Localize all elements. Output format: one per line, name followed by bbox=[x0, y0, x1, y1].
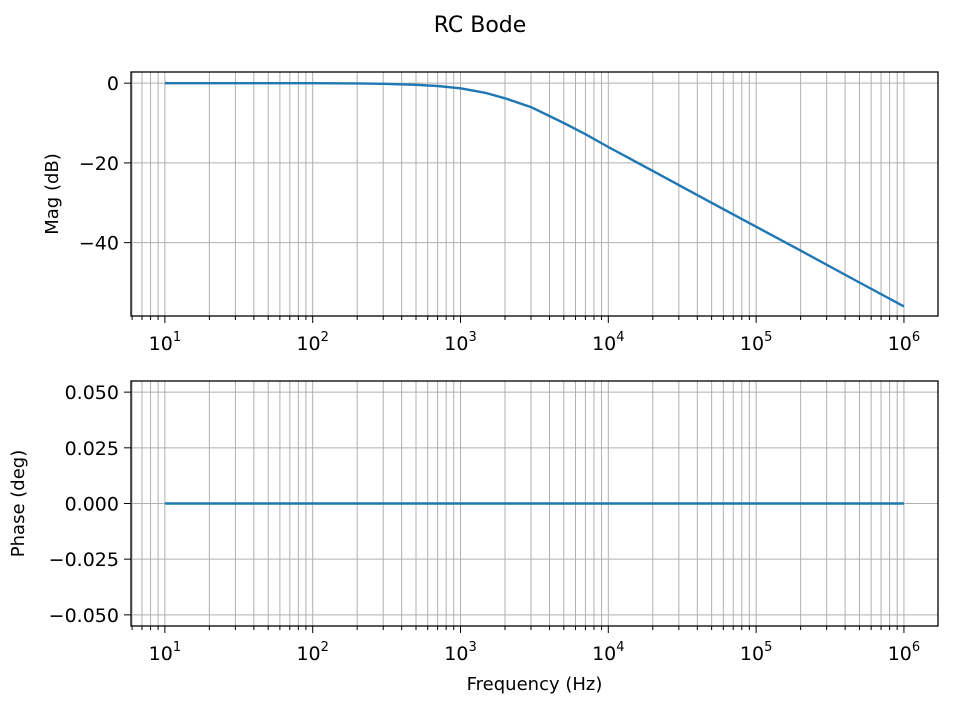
phase-y-axis-label: Phase (deg) bbox=[8, 450, 29, 557]
phase-x-tick-label: 106 bbox=[888, 640, 920, 665]
phase-x-tick-label: 103 bbox=[444, 640, 476, 665]
phase-x-tick-label: 102 bbox=[296, 640, 328, 665]
phase-x-tick-label: 104 bbox=[592, 640, 624, 665]
phase-y-tick-label: 0.000 bbox=[65, 494, 119, 516]
magnitude-x-tick-label: 106 bbox=[888, 330, 920, 355]
magnitude-x-tick-label: 103 bbox=[444, 330, 476, 355]
phase-y-tick-label: −0.050 bbox=[49, 605, 119, 627]
phase-y-tick-label: −0.025 bbox=[49, 549, 119, 571]
magnitude-x-tick-label: 101 bbox=[149, 330, 181, 355]
phase-x-tick-label: 105 bbox=[740, 640, 772, 665]
magnitude-series-line bbox=[164, 81, 905, 308]
magnitude-axes-frame bbox=[130, 71, 939, 317]
magnitude-y-tick-label: 0 bbox=[107, 73, 119, 95]
phase-axes-frame bbox=[130, 380, 939, 627]
magnitude-x-tick-label: 104 bbox=[592, 330, 624, 355]
figure-title: RC Bode bbox=[434, 13, 527, 38]
phase-y-tick-label: 0.050 bbox=[65, 382, 119, 404]
magnitude-x-tick-label: 105 bbox=[740, 330, 772, 355]
phase-x-axis-label: Frequency (Hz) bbox=[467, 674, 603, 695]
magnitude-y-tick-label: −20 bbox=[79, 153, 119, 175]
magnitude-y-tick-label: −40 bbox=[79, 233, 119, 255]
magnitude-y-axis-label: Mag (dB) bbox=[42, 153, 63, 235]
phase-y-tick-label: 0.025 bbox=[65, 438, 119, 460]
phase-x-tick-label: 101 bbox=[149, 640, 181, 665]
magnitude-x-tick-label: 102 bbox=[296, 330, 328, 355]
